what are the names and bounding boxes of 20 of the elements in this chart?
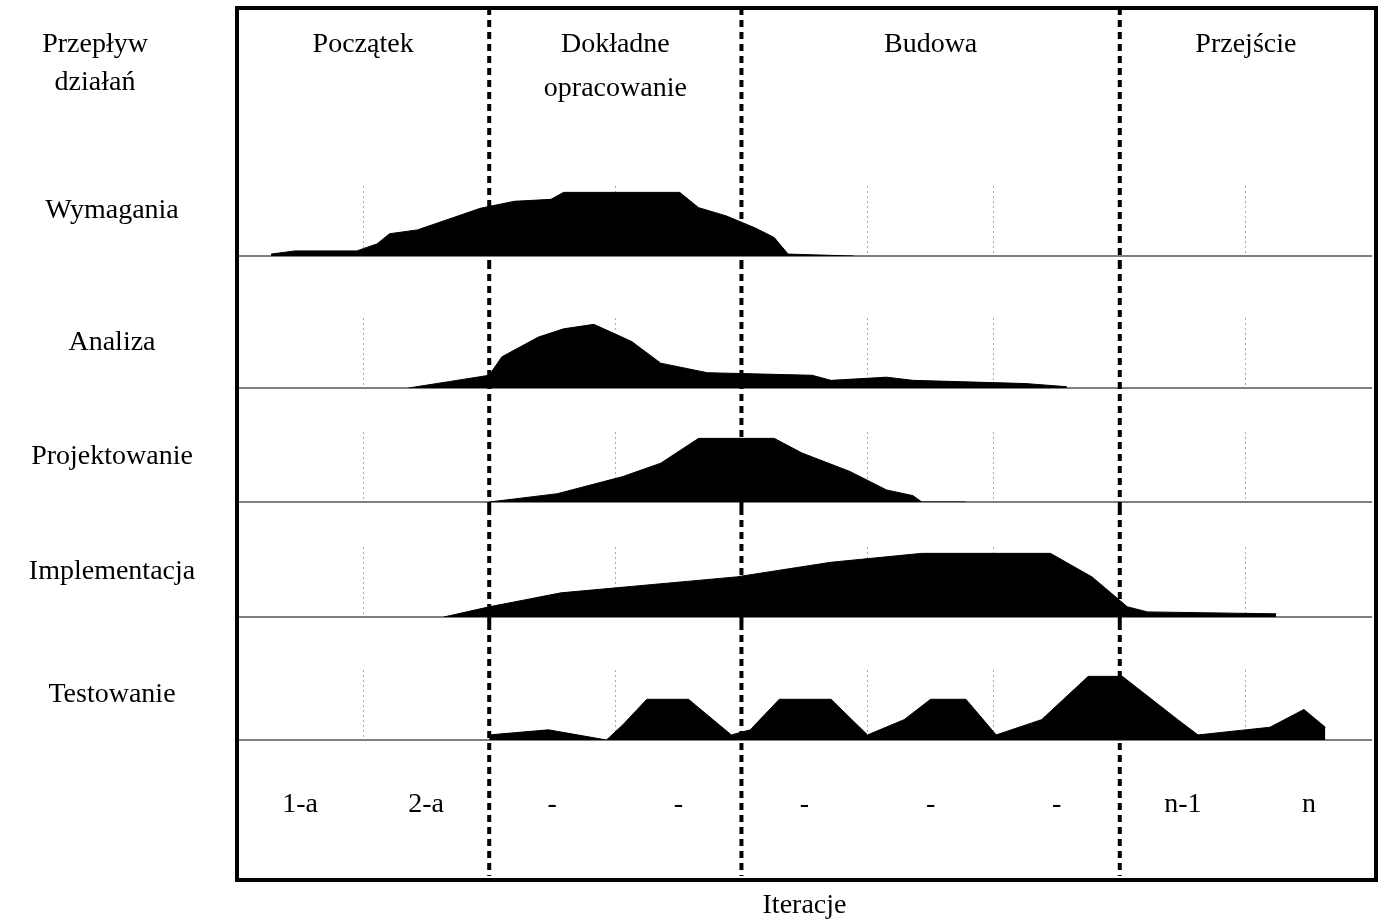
x-tick-label: n-1: [1164, 787, 1202, 819]
text: Przepływ działań: [42, 27, 149, 97]
text: Dokładne opracowanie: [543, 27, 687, 103]
text: Wymagania: [45, 193, 180, 225]
x-tick-label: -: [799, 787, 810, 819]
x-tick-label: -: [925, 787, 936, 819]
x-tick-label: n: [1301, 787, 1316, 819]
x-tick-label: -: [547, 787, 557, 819]
text: Analiza: [68, 325, 157, 357]
text: Budowa: [883, 27, 978, 59]
text: Projektowanie: [31, 439, 193, 471]
x-axis-title: Iteracje: [762, 888, 847, 920]
x-tick-label: -: [1052, 787, 1062, 819]
text: Testowanie: [48, 677, 176, 709]
text: Przejście: [1195, 27, 1297, 59]
text: Implementacja: [28, 554, 196, 586]
x-tick-label: 1-a: [282, 787, 319, 819]
x-tick-label: -: [673, 787, 684, 819]
text: Początek: [312, 27, 414, 59]
x-tick-label: 2-a: [408, 787, 445, 819]
